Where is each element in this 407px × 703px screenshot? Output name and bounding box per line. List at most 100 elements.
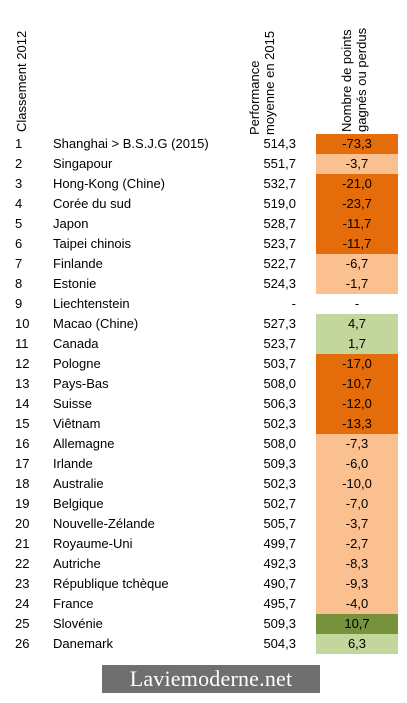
- header-points: Nombre de points gagnés ou perdus: [339, 28, 369, 132]
- rank-cell: 2: [15, 156, 23, 171]
- points-cell: -3,7: [316, 154, 398, 174]
- table-row: 4 Corée du sud 519,0 -23,7: [0, 194, 407, 214]
- performance-cell: 503,7: [263, 356, 296, 371]
- points-cell: 4,7: [316, 314, 398, 334]
- header-rank: Classement 2012: [14, 31, 29, 132]
- country-cell: Nouvelle-Zélande: [53, 516, 155, 531]
- rank-cell: 19: [15, 496, 30, 511]
- rank-cell: 10: [15, 316, 30, 331]
- country-cell: Hong-Kong (Chine): [53, 176, 166, 191]
- points-cell: -: [354, 296, 360, 311]
- points-cell: -7,3: [316, 434, 398, 454]
- table-row: 15 Viêtnam 502,3 -13,3: [0, 414, 407, 434]
- country-cell: République tchèque: [53, 576, 169, 591]
- performance-cell: 523,7: [263, 336, 296, 351]
- points-cell: -3,7: [316, 514, 398, 534]
- country-cell: Japon: [53, 216, 89, 231]
- table-row: 7 Finlande 522,7 -6,7: [0, 254, 407, 274]
- performance-cell: 499,7: [263, 536, 296, 551]
- performance-cell: 504,3: [263, 636, 296, 651]
- points-cell: -2,7: [316, 534, 398, 554]
- points-cell: -7,0: [316, 494, 398, 514]
- table-row: 24 France 495,7 -4,0: [0, 594, 407, 614]
- points-cell: -8,3: [316, 554, 398, 574]
- performance-cell: 506,3: [263, 396, 296, 411]
- country-cell: Suisse: [53, 396, 93, 411]
- points-cell: -17,0: [316, 354, 398, 374]
- performance-cell: 508,0: [263, 436, 296, 451]
- performance-cell: 505,7: [263, 516, 296, 531]
- points-cell: -13,3: [316, 414, 398, 434]
- country-cell: Danemark: [53, 636, 113, 651]
- rank-cell: 12: [15, 356, 30, 371]
- performance-cell: 532,7: [263, 176, 296, 191]
- points-cell: -4,0: [316, 594, 398, 614]
- rank-cell: 1: [15, 136, 23, 151]
- points-cell: -11,7: [316, 234, 398, 254]
- country-cell: Irlande: [53, 456, 93, 471]
- performance-cell: 509,3: [263, 616, 296, 631]
- header-points-line1: Nombre de points: [339, 29, 354, 132]
- rank-cell: 21: [15, 536, 30, 551]
- table-row: 26 Danemark 504,3 6,3: [0, 634, 407, 654]
- header-points-line2: gagnés ou perdus: [354, 27, 369, 132]
- table-row: 21 Royaume-Uni 499,7 -2,7: [0, 534, 407, 554]
- rank-cell: 17: [15, 456, 30, 471]
- rank-cell: 16: [15, 436, 30, 451]
- table-row: 8 Estonie 524,3 -1,7: [0, 274, 407, 294]
- country-cell: Viêtnam: [53, 416, 101, 431]
- performance-cell: -: [291, 296, 296, 311]
- rank-cell: 14: [15, 396, 30, 411]
- points-cell: -12,0: [316, 394, 398, 414]
- header-performance: Performance moyenne en 2015: [247, 31, 277, 135]
- table-row: 12 Pologne 503,7 -17,0: [0, 354, 407, 374]
- table-row: 10 Macao (Chine) 527,3 4,7: [0, 314, 407, 334]
- country-cell: Shanghai > B.S.J.G (2015): [53, 136, 209, 151]
- performance-cell: 490,7: [263, 576, 296, 591]
- table-row: 1 Shanghai > B.S.J.G (2015) 514,3 -73,3: [0, 134, 407, 154]
- table-row: 23 République tchèque 490,7 -9,3: [0, 574, 407, 594]
- country-cell: Allemagne: [53, 436, 115, 451]
- points-cell: -6,0: [316, 454, 398, 474]
- country-cell: Singapour: [53, 156, 113, 171]
- country-cell: Royaume-Uni: [53, 536, 133, 551]
- rank-cell: 23: [15, 576, 30, 591]
- rank-cell: 26: [15, 636, 30, 651]
- table-row: 19 Belgique 502,7 -7,0: [0, 494, 407, 514]
- points-cell: -9,3: [316, 574, 398, 594]
- performance-cell: 514,3: [263, 136, 296, 151]
- country-cell: Belgique: [53, 496, 104, 511]
- table-row: 13 Pays-Bas 508,0 -10,7: [0, 374, 407, 394]
- rank-cell: 18: [15, 476, 30, 491]
- country-cell: Pologne: [53, 356, 101, 371]
- performance-cell: 523,7: [263, 236, 296, 251]
- performance-cell: 519,0: [263, 196, 296, 211]
- points-cell: -11,7: [316, 214, 398, 234]
- country-cell: Autriche: [53, 556, 101, 571]
- rank-cell: 7: [15, 256, 23, 271]
- table-row: 18 Australie 502,3 -10,0: [0, 474, 407, 494]
- country-cell: Liechtenstein: [53, 296, 130, 311]
- points-cell: -1,7: [316, 274, 398, 294]
- rank-cell: 22: [15, 556, 30, 571]
- points-cell: 10,7: [316, 614, 398, 634]
- table-row: 16 Allemagne 508,0 -7,3: [0, 434, 407, 454]
- table-row: 6 Taipei chinois 523,7 -11,7: [0, 234, 407, 254]
- performance-cell: 527,3: [263, 316, 296, 331]
- rank-cell: 9: [15, 296, 23, 311]
- table-row: 25 Slovénie 509,3 10,7: [0, 614, 407, 634]
- header-performance-line1: Performance: [247, 60, 262, 135]
- header-performance-line2: moyenne en 2015: [262, 30, 277, 135]
- rank-cell: 4: [15, 196, 23, 211]
- country-cell: Finlande: [53, 256, 103, 271]
- watermark: Laviemoderne.net: [102, 665, 320, 693]
- rank-cell: 5: [15, 216, 23, 231]
- header-rank-label: Classement 2012: [14, 30, 29, 132]
- table-row: 3 Hong-Kong (Chine) 532,7 -21,0: [0, 174, 407, 194]
- rank-cell: 8: [15, 276, 23, 291]
- points-cell: 1,7: [316, 334, 398, 354]
- points-cell: -10,7: [316, 374, 398, 394]
- points-cell: -6,7: [316, 254, 398, 274]
- country-cell: Macao (Chine): [53, 316, 139, 331]
- table-row: 22 Autriche 492,3 -8,3: [0, 554, 407, 574]
